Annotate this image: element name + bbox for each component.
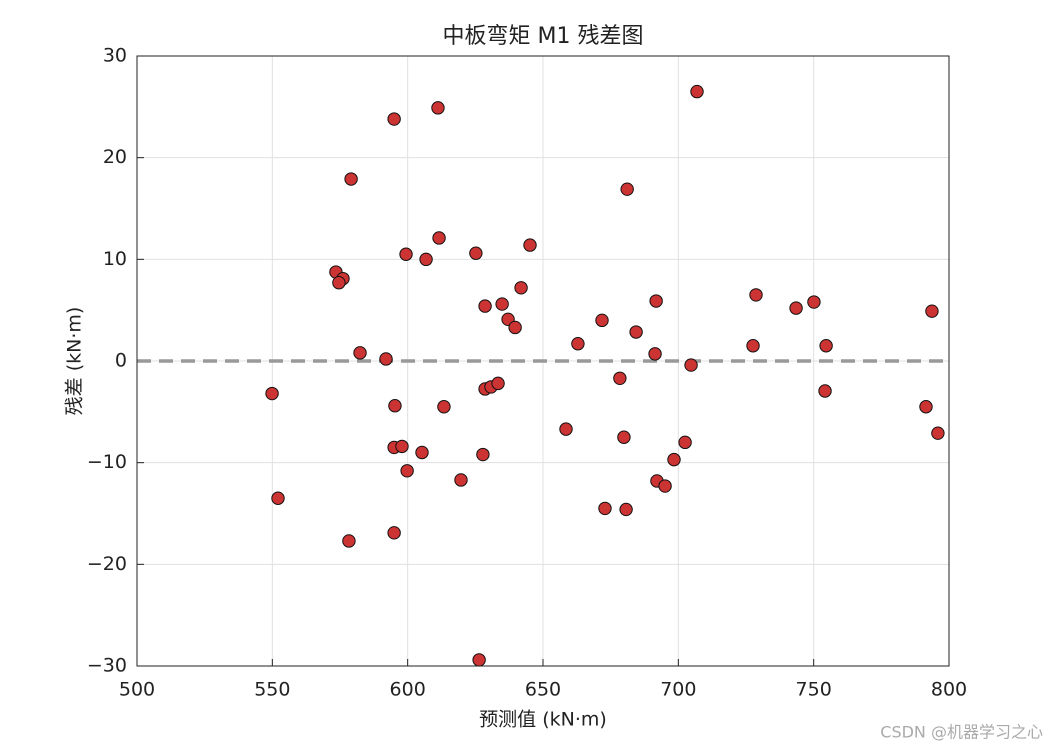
point <box>746 339 760 353</box>
point <box>613 371 627 385</box>
y-tick-label: 10 <box>103 248 127 270</box>
point <box>648 347 662 361</box>
point <box>617 430 631 444</box>
x-tick-label: 500 <box>119 679 155 701</box>
point <box>342 534 356 548</box>
y-tick-label: 30 <box>103 45 127 67</box>
point <box>432 231 446 245</box>
x-tick-label: 600 <box>390 679 426 701</box>
point <box>595 313 609 328</box>
chart-title: 中板弯矩 M1 残差图 <box>443 24 644 49</box>
point <box>387 112 401 126</box>
y-tick-label: −20 <box>87 553 127 575</box>
point <box>667 452 681 467</box>
point <box>472 653 486 667</box>
x-tick-label: 550 <box>254 679 290 701</box>
point <box>925 304 939 318</box>
point <box>419 252 433 267</box>
point <box>415 445 429 460</box>
point <box>629 325 643 339</box>
point <box>658 479 672 493</box>
point <box>749 288 763 302</box>
point <box>387 526 401 540</box>
point <box>620 182 634 196</box>
point <box>514 281 528 295</box>
point <box>678 435 692 450</box>
point <box>454 473 468 487</box>
x-tick-label: 750 <box>796 679 832 701</box>
y-tick-label: −10 <box>87 451 127 473</box>
point <box>271 491 285 505</box>
plot-frame <box>136 55 950 667</box>
point <box>495 297 509 311</box>
point <box>818 384 832 398</box>
point <box>395 439 409 454</box>
point <box>469 246 483 260</box>
point <box>437 400 451 414</box>
y-tick-label: 20 <box>103 146 127 168</box>
point <box>684 358 698 372</box>
point <box>598 501 612 516</box>
point <box>571 337 585 351</box>
point <box>690 84 704 99</box>
x-tick-label: 700 <box>660 679 696 701</box>
y-tick-label: −30 <box>87 655 127 677</box>
point <box>559 422 573 436</box>
point <box>819 339 833 353</box>
point <box>379 352 393 366</box>
point <box>265 386 279 401</box>
y-tick-label: 0 <box>115 350 127 372</box>
point <box>789 301 803 315</box>
point <box>332 276 346 290</box>
point <box>399 247 413 261</box>
x-tick-label: 650 <box>525 679 561 701</box>
point <box>807 295 821 309</box>
point <box>508 320 522 335</box>
point <box>431 101 445 115</box>
point <box>478 299 492 313</box>
point <box>388 399 402 413</box>
watermark: CSDN @机器学习之心 <box>880 723 1043 742</box>
point <box>919 400 933 414</box>
y-axis-label: 残差 (kN·m) <box>64 307 86 416</box>
point <box>353 346 367 360</box>
point <box>649 294 663 308</box>
point <box>400 464 414 478</box>
point <box>476 447 490 462</box>
point <box>344 172 358 186</box>
point <box>523 238 537 252</box>
x-axis-label: 预测值 (kN·m) <box>479 709 607 731</box>
point <box>619 502 633 517</box>
point <box>931 426 945 440</box>
point <box>491 376 505 391</box>
x-tick-label: 800 <box>931 679 967 701</box>
